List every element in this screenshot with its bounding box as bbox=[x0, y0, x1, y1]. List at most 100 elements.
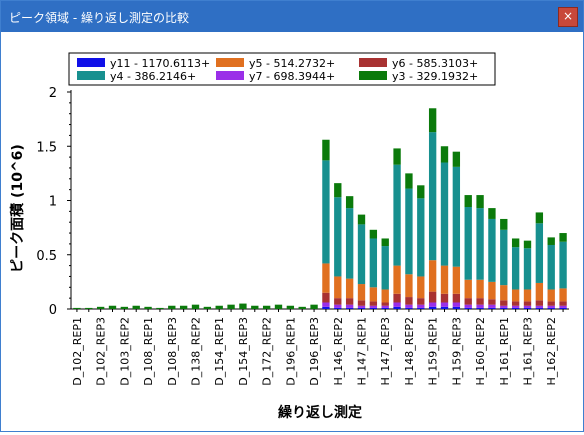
bar-segment bbox=[405, 304, 413, 308]
bar-segment bbox=[393, 302, 401, 307]
bar-segment bbox=[500, 218, 508, 230]
bar-segment bbox=[523, 301, 532, 306]
bar-segment bbox=[452, 266, 461, 294]
bar-segment bbox=[476, 307, 484, 309]
bar-segment bbox=[428, 260, 437, 292]
bar-segment bbox=[322, 306, 330, 309]
bar-segment bbox=[262, 305, 271, 309]
bar-segment bbox=[310, 304, 318, 309]
bar-segment bbox=[500, 229, 508, 286]
title-bar[interactable]: ピーク領域 - 繰り返し測定の比較 × bbox=[1, 1, 583, 32]
bar-segment bbox=[488, 304, 496, 308]
bar-segment bbox=[440, 293, 449, 303]
bar-segment bbox=[464, 207, 472, 280]
bar-segment bbox=[132, 305, 140, 309]
x-tick-label: D_196_REP1 bbox=[284, 317, 297, 386]
bar-segment bbox=[476, 304, 484, 308]
bar-segment bbox=[476, 279, 484, 299]
legend-swatch bbox=[359, 71, 387, 80]
bar-segment bbox=[357, 214, 366, 225]
bar-segment bbox=[215, 305, 223, 309]
x-tick-label: H_162_REP2 bbox=[545, 317, 558, 386]
bar-segment bbox=[452, 151, 461, 167]
bar-segment bbox=[500, 305, 508, 308]
bar-segment bbox=[73, 307, 81, 309]
bar-segment bbox=[464, 298, 472, 305]
bar-segment bbox=[559, 307, 567, 309]
legend-label: y6 - 585.3103+ bbox=[392, 57, 478, 70]
bar-segment bbox=[440, 306, 449, 309]
bar-segment bbox=[488, 208, 496, 219]
legend-swatch bbox=[216, 71, 244, 80]
peak-area-chart: 0 0.5 1 1.5 2 D_102_REP1 D_102_REP3 D_103_REP2 D… bbox=[9, 52, 569, 421]
bar-segment bbox=[452, 166, 461, 267]
bar-segment bbox=[511, 307, 520, 309]
bar-segment bbox=[120, 306, 129, 309]
bar-segment bbox=[345, 298, 354, 305]
bar-segment bbox=[535, 300, 544, 306]
bar-segment bbox=[345, 304, 354, 308]
x-tick-label: H_160_REP2 bbox=[474, 317, 487, 386]
bar-segment bbox=[464, 195, 472, 208]
bar-segment bbox=[523, 240, 532, 249]
bar-segment bbox=[334, 276, 342, 299]
bar-segment bbox=[251, 305, 259, 309]
bar-segment bbox=[511, 247, 520, 290]
bar-segment bbox=[476, 298, 484, 305]
bar-segment bbox=[405, 188, 413, 275]
legend-swatch bbox=[359, 58, 387, 67]
bar-segment bbox=[417, 298, 425, 305]
bar-segment bbox=[334, 197, 342, 277]
bar-segment bbox=[203, 306, 212, 309]
bar-segment bbox=[511, 305, 520, 308]
bar-segment bbox=[405, 274, 413, 298]
x-tick-label: H_159_REP3 bbox=[450, 317, 463, 386]
bar-segment bbox=[476, 195, 484, 209]
bar-segment bbox=[357, 224, 366, 285]
bar-segment bbox=[298, 306, 306, 309]
bar-segment bbox=[559, 233, 567, 242]
bar-segment bbox=[488, 307, 496, 309]
bar-segment bbox=[322, 139, 330, 161]
bar-segment bbox=[179, 305, 188, 309]
bar-segment bbox=[369, 229, 378, 239]
legend-label: y3 - 329.1932+ bbox=[392, 70, 478, 83]
bar-segment bbox=[523, 248, 532, 290]
bar-segment bbox=[345, 278, 354, 299]
bar-segment bbox=[428, 306, 437, 309]
bar-segment bbox=[535, 307, 544, 309]
x-tick-label: D_108_REP1 bbox=[142, 317, 155, 386]
legend-swatch bbox=[77, 58, 105, 67]
bar-segment bbox=[500, 285, 508, 301]
bar-segment bbox=[381, 289, 389, 303]
legend-label: y7 - 698.3944+ bbox=[249, 70, 335, 83]
bar-segment bbox=[535, 282, 544, 301]
x-tick-label: D_102_REP1 bbox=[71, 317, 84, 386]
y-tick-label: 0 bbox=[49, 303, 57, 318]
bar-segment bbox=[322, 263, 330, 293]
x-tick-label: H_147_REP3 bbox=[379, 317, 392, 386]
bar-segment bbox=[417, 276, 425, 299]
bar-segment bbox=[322, 302, 330, 307]
bar-segment bbox=[547, 301, 555, 306]
bar-segment bbox=[393, 265, 401, 294]
bar-segment bbox=[357, 305, 366, 308]
bar-segment bbox=[452, 306, 461, 309]
bar-segment bbox=[345, 208, 354, 279]
bar-segment bbox=[417, 304, 425, 308]
bar-segment bbox=[417, 198, 425, 277]
bar-segment bbox=[440, 302, 449, 307]
y-axis-title: ピーク面積 (10^6) bbox=[9, 144, 26, 273]
legend-swatch bbox=[77, 71, 105, 80]
close-button[interactable]: × bbox=[558, 7, 578, 27]
x-tick-label: H_161_REP3 bbox=[522, 317, 535, 386]
bar-segment bbox=[144, 306, 152, 309]
bar-segment bbox=[156, 307, 164, 309]
bar-segment bbox=[405, 307, 413, 309]
bar-segment bbox=[393, 293, 401, 303]
bar-segment bbox=[547, 289, 555, 302]
x-axis-title: 繰り返し測定 bbox=[278, 404, 362, 421]
bar-segment bbox=[535, 223, 544, 283]
x-tick-label: H_161_REP1 bbox=[498, 317, 511, 386]
